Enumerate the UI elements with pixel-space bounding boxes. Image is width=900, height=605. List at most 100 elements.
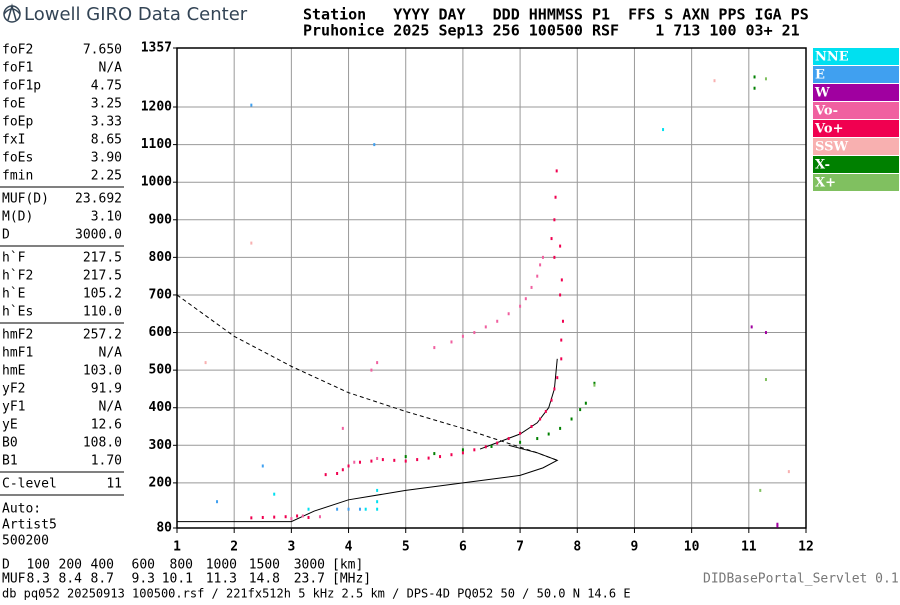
profile-line [479,358,558,450]
echo-point [539,417,542,421]
param-name: B1 [2,454,18,469]
param-name: B0 [2,436,18,451]
d-value: 100 [27,558,50,573]
param-value: 3.90 [91,151,122,166]
d-value: 1500 [249,558,280,573]
param-name: foEs [2,151,33,166]
muf-value: 8.3 [27,572,50,587]
x-tick-label: 7 [516,540,524,555]
param-value: 4.75 [91,79,122,94]
x-tick-label: 2 [230,540,238,555]
echo-point [473,331,476,335]
header-line: Station YYYY DAY DDD HHMMSS P1 FFS S AXN… [303,6,809,24]
d-value: 400 [91,558,114,573]
param-name: hmF1 [2,346,33,361]
echo-point [550,398,553,402]
echo-point [584,401,587,405]
legend-label: X+ [815,176,836,191]
echo-point [370,368,373,372]
legend-label: Vo+ [814,122,843,137]
x-tick-label: 11 [741,540,757,555]
param-name: D [2,228,10,243]
echo-point [301,514,304,518]
y-tick-label: 1000 [141,175,172,190]
param-value: 110.0 [83,305,122,320]
param-value: N/A [99,400,123,415]
x-tick-label: 4 [345,540,353,555]
echo-point [593,381,596,385]
param-name: yF2 [2,382,25,397]
echo-point [393,458,396,462]
echo-point [433,452,436,456]
echo-point [216,500,219,504]
echo-point [261,464,264,468]
echo-point [353,460,356,464]
param-name: h`F2 [2,269,33,284]
legend-label: W [814,86,830,101]
param-value: 2.25 [91,169,122,184]
param-name: hmE [2,364,25,379]
echo-point [753,86,756,90]
legend-label: Vo- [814,104,838,119]
y-tick-label: 1100 [141,137,172,152]
echo-point [427,456,430,460]
echo-point [318,515,321,519]
param-value: 23.692 [75,192,122,207]
y-tick-label: 200 [149,475,173,490]
echo-point [261,515,264,519]
legend-label: E [815,68,825,83]
param-name: h`F [2,251,26,266]
param-value: 7.650 [83,43,122,58]
y-tick-label: 400 [149,400,173,415]
echo-point [284,515,287,519]
echo-point [541,255,544,259]
echo-point [324,473,327,477]
echo-point [347,464,350,468]
x-tick-label: 5 [402,540,410,555]
legend-label: X- [815,158,830,173]
param-name: h`E [2,287,25,302]
echo-point [376,507,379,511]
y-tick-label: 1357 [141,41,172,56]
y-tick-label: 1200 [141,100,172,115]
echo-point [496,441,499,445]
muf-label: MUF [2,572,26,587]
legend-swatch [813,138,899,155]
echo-point [764,77,767,81]
echo-point [496,319,499,323]
param-value: 11 [106,477,122,492]
echo-point [560,278,563,282]
servlet: DIDBasePortal_Servlet 0.1 [703,572,899,587]
param-name: foF1 [2,61,33,76]
echo-point [519,304,522,308]
echo-point [381,458,384,462]
d-value: 600 [132,558,155,573]
muf-value: 8.4 [59,572,83,587]
echo-point [776,524,779,528]
echo-point [550,237,553,241]
echo-point [204,361,207,365]
param-value: 3000.0 [75,228,122,243]
legend-swatch [813,156,899,173]
d-value: 1000 [206,558,237,573]
echo-point [250,241,253,245]
echo-point [547,432,550,436]
echo-point [519,440,522,444]
echo-point [307,515,310,519]
echo-point [536,274,539,278]
echo-point [404,455,407,459]
echo-point [593,383,596,387]
param-name: foEp [2,115,33,130]
x-tick-label: 1 [173,540,181,555]
echo-point [347,507,350,511]
param-name: MUF(D) [2,192,49,207]
echo-point [524,297,527,301]
x-tick-label: 12 [798,540,814,555]
param-value: 91.9 [91,382,122,397]
echo-point [461,448,464,452]
param-value: 12.6 [91,418,122,433]
y-tick-label: 900 [149,212,173,227]
echo-point [507,312,510,316]
param-name: C-level [2,477,57,492]
